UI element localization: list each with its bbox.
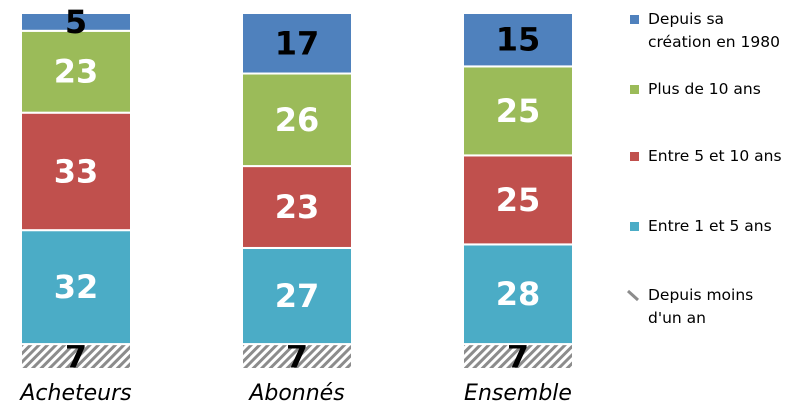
data-label-acheteurs-entre-5-et-10-ans: 33 bbox=[54, 152, 99, 190]
data-label-abonnes-plus-de-10-ans: 26 bbox=[275, 101, 320, 139]
category-label-acheteurs: Acheteurs bbox=[18, 381, 131, 406]
legend-item-plus-de-10-ans: Plus de 10 ans bbox=[630, 80, 761, 98]
legend-item-depuis-moins-d-un-an: Depuis moins d'un an bbox=[626, 286, 753, 327]
bar-segment-acheteurs-plus-de-10-ans bbox=[20, 29, 132, 114]
legend-label-line: Plus de 10 ans bbox=[648, 80, 761, 98]
data-label-acheteurs-depuis-moins-d-un-an: 7 bbox=[65, 338, 87, 376]
legend-swatch-depuis-moins-d-un-an bbox=[626, 289, 640, 302]
category-labels: Acheteurs Abonnés Ensemble bbox=[18, 381, 572, 406]
legend-item-depuis-sa-creation-en-1980: Depuis sa création en 1980 bbox=[630, 10, 780, 51]
legend-swatch-entre-5-et-10-ans bbox=[630, 152, 639, 161]
data-label-ensemble-depuis-sa-creation-en-1980: 15 bbox=[496, 21, 541, 59]
bar-segment-acheteurs-depuis-moins-d-un-an bbox=[20, 343, 132, 370]
data-label-abonnes-entre-5-et-10-ans: 23 bbox=[275, 188, 320, 226]
data-label-acheteurs-plus-de-10-ans: 23 bbox=[54, 53, 99, 91]
bar-segment-ensemble-depuis-moins-d-un-an bbox=[462, 343, 574, 370]
bar-segment-abonnes-entre-1-et-5-ans bbox=[241, 246, 353, 346]
data-label-abonnes-entre-1-et-5-ans: 27 bbox=[275, 277, 320, 315]
legend-label-line: création en 1980 bbox=[648, 33, 780, 51]
data-label-acheteurs-entre-1-et-5-ans: 32 bbox=[54, 268, 99, 306]
legend-label-line: d'un an bbox=[648, 309, 706, 327]
legend: Depuis sa création en 1980 Plus de 10 ans E… bbox=[626, 10, 782, 327]
data-label-abonnes-depuis-sa-creation-en-1980: 17 bbox=[275, 24, 320, 62]
data-label-ensemble-plus-de-10-ans: 25 bbox=[496, 92, 541, 130]
bar-segment-acheteurs-entre-5-et-10-ans bbox=[20, 111, 132, 232]
bar-segment-ensemble-depuis-sa-creation-en-1980 bbox=[462, 12, 574, 68]
bar-segment-abonnes-depuis-sa-creation-en-1980 bbox=[241, 12, 353, 75]
legend-item-entre-1-et-5-ans: Entre 1 et 5 ans bbox=[630, 217, 772, 235]
bar-segment-abonnes-depuis-moins-d-un-an bbox=[241, 343, 353, 370]
bar-segment-abonnes-entre-5-et-10-ans bbox=[241, 165, 353, 249]
bar-segment-ensemble-plus-de-10-ans bbox=[462, 65, 574, 157]
legend-label-line: Depuis moins bbox=[648, 286, 753, 304]
bars-group: 7 32 33 23 5 7 27 23 26 17 7 28 25 25 15 bbox=[20, 3, 574, 376]
data-label-ensemble-entre-5-et-10-ans: 25 bbox=[496, 181, 541, 219]
category-label-ensemble: Ensemble bbox=[464, 381, 572, 406]
legend-swatch-plus-de-10-ans bbox=[630, 85, 639, 94]
data-label-acheteurs-depuis-sa-creation-en-1980: 5 bbox=[65, 3, 87, 41]
bar-segment-acheteurs-depuis-sa-creation-en-1980 bbox=[20, 12, 132, 32]
legend-label-line: Entre 5 et 10 ans bbox=[648, 147, 782, 165]
bar-segment-ensemble-entre-5-et-10-ans bbox=[462, 154, 574, 246]
bar-segment-abonnes-plus-de-10-ans bbox=[241, 72, 353, 168]
category-label-abonnes: Abonnés bbox=[247, 381, 344, 406]
legend-swatch-entre-1-et-5-ans bbox=[630, 222, 639, 231]
bar-segment-acheteurs-entre-1-et-5-ans bbox=[20, 229, 132, 346]
data-label-ensemble-entre-1-et-5-ans: 28 bbox=[496, 275, 541, 313]
legend-label-line: Entre 1 et 5 ans bbox=[648, 217, 772, 235]
legend-label-line: Depuis sa bbox=[648, 10, 724, 28]
legend-item-entre-5-et-10-ans: Entre 5 et 10 ans bbox=[630, 147, 782, 165]
bar-segment-ensemble-entre-1-et-5-ans bbox=[462, 243, 574, 346]
legend-swatch-depuis-sa-creation-en-1980 bbox=[630, 15, 639, 24]
data-label-abonnes-depuis-moins-d-un-an: 7 bbox=[286, 338, 308, 376]
data-label-ensemble-depuis-moins-d-un-an: 7 bbox=[507, 338, 529, 376]
